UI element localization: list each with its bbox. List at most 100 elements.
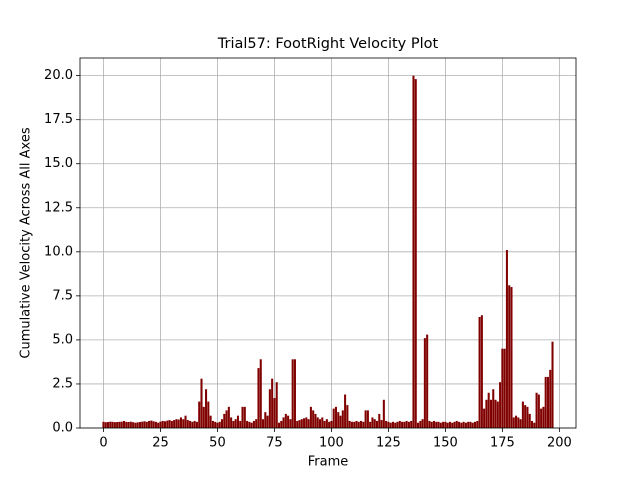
x-tick-label: 175 [490, 436, 515, 451]
bar [537, 394, 540, 428]
y-tick-label: 20.0 [44, 68, 73, 83]
bar [259, 359, 262, 428]
bar [369, 421, 372, 428]
bar [198, 401, 201, 428]
bar [366, 410, 369, 428]
bar [526, 406, 529, 428]
bar [389, 422, 392, 428]
bar [248, 421, 251, 428]
bar [487, 392, 490, 428]
bar [328, 421, 331, 428]
bar [451, 422, 454, 428]
bar [134, 422, 137, 428]
bar [337, 412, 340, 428]
bar [207, 401, 210, 428]
bar [528, 413, 531, 428]
bar [510, 287, 513, 428]
bar [435, 421, 438, 428]
x-tick-label: 0 [99, 436, 107, 451]
bar [132, 422, 135, 428]
bar [521, 401, 524, 428]
bar [373, 419, 376, 428]
bar [499, 382, 502, 428]
bar [419, 420, 422, 428]
bar [111, 421, 114, 428]
bar [127, 422, 130, 428]
bar [143, 421, 146, 428]
bar [533, 422, 536, 428]
x-tick-label: 100 [319, 436, 344, 451]
bar [551, 341, 554, 428]
bar [173, 420, 176, 428]
bar [159, 421, 162, 428]
bar [318, 419, 322, 428]
bar [323, 420, 326, 428]
bar [307, 419, 310, 428]
bar [341, 410, 344, 428]
bar [191, 421, 194, 428]
bar [148, 420, 151, 428]
bar [138, 422, 141, 428]
bar [154, 421, 157, 428]
bar [512, 417, 515, 428]
y-tick-label: 10.0 [44, 244, 73, 259]
bar [410, 420, 413, 428]
bar [414, 79, 417, 429]
bar [517, 417, 520, 428]
bar [496, 401, 499, 428]
bar [524, 405, 527, 428]
bar [508, 285, 511, 428]
bar [542, 406, 545, 428]
bar [246, 420, 249, 428]
bar [216, 422, 219, 428]
bar [268, 389, 271, 428]
bar [227, 406, 230, 428]
bar [316, 417, 319, 428]
bar [218, 421, 221, 428]
bar [378, 413, 381, 428]
bar [426, 334, 429, 428]
bar [437, 421, 440, 428]
bar [303, 418, 306, 428]
bar [360, 420, 363, 428]
bar [280, 420, 283, 428]
bar [344, 394, 347, 428]
bar [501, 348, 504, 428]
bar-layer [102, 75, 554, 429]
bar [202, 406, 205, 428]
bar [312, 410, 315, 428]
bar [107, 422, 110, 428]
bar [530, 420, 534, 428]
x-tick-label: 25 [152, 436, 169, 451]
bar [223, 413, 226, 428]
bar [321, 417, 324, 428]
bar [141, 421, 144, 428]
bar [250, 422, 253, 428]
bar [485, 399, 488, 428]
bar [262, 419, 265, 428]
bar [489, 399, 493, 428]
bar [476, 420, 479, 428]
bar [175, 419, 178, 428]
y-tick-label: 12.5 [44, 200, 73, 215]
bar [243, 406, 246, 428]
bar [157, 422, 160, 428]
bar [284, 413, 287, 428]
bar [401, 421, 404, 428]
bar [220, 419, 224, 428]
bar [230, 417, 233, 428]
bar [362, 421, 365, 428]
bar [439, 422, 442, 428]
x-tick-label: 75 [266, 436, 283, 451]
bar [300, 419, 303, 428]
bar [350, 421, 353, 428]
bar [305, 417, 308, 428]
bar [428, 420, 431, 428]
bar [519, 419, 522, 428]
bar [423, 338, 426, 428]
bar [332, 408, 335, 428]
bar [455, 420, 458, 428]
bar [407, 421, 410, 428]
bar [394, 422, 397, 428]
bar [346, 405, 349, 428]
